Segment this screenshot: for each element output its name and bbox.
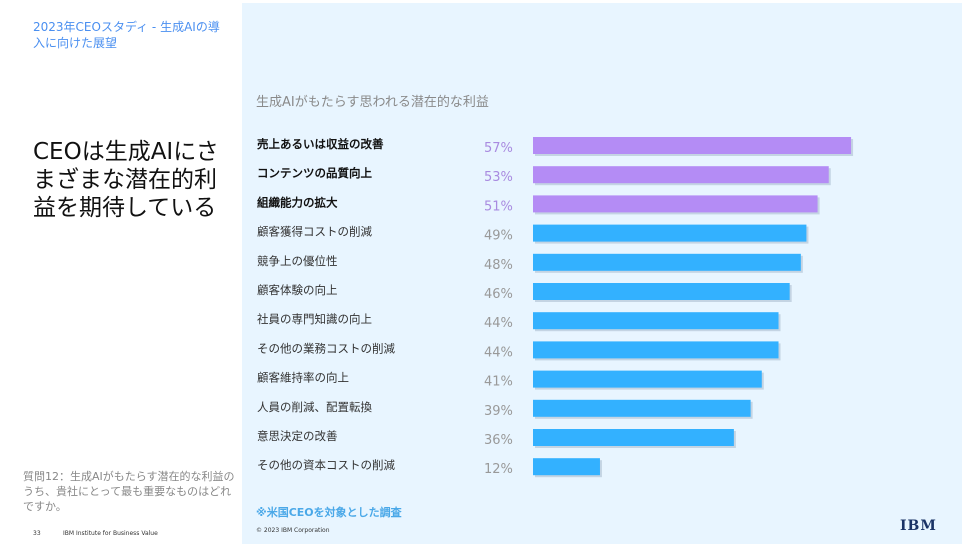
bar [533, 166, 829, 184]
value-label: 53% [484, 170, 513, 185]
value-label: 12% [484, 462, 513, 477]
survey-question: 質問12：生成AIがもたらす潜在的な利益のうち、貴社にとって最も重要なものはどれ… [23, 470, 235, 513]
copyright: © 2023 IBM Corporation [256, 527, 330, 534]
value-label: 48% [484, 258, 513, 273]
bar [533, 458, 600, 476]
category-label: 売上あるいは収益の改善 [257, 137, 384, 151]
value-label: 39% [484, 404, 513, 419]
survey-note: ※米国CEOを対象とした調査 [256, 506, 402, 519]
bar [533, 283, 790, 300]
value-label: 44% [484, 316, 513, 331]
publisher: IBM Institute for Business Value [63, 530, 158, 537]
category-label: 人員の削減、配置転換 [257, 400, 372, 414]
category-label: 社員の専門知識の向上 [257, 312, 372, 326]
chart-title: 生成AIがもたらす思われる潜在的な利益 [256, 95, 489, 110]
chart-panel [242, 3, 962, 544]
bar [533, 341, 779, 359]
category-label: 顧客維持率の向上 [257, 371, 349, 385]
ibm-logo: IBM [900, 518, 937, 534]
category-label: その他の資本コストの削減 [257, 458, 395, 472]
category-label: コンテンツの品質向上 [257, 166, 372, 180]
category-label: 顧客獲得コストの削減 [257, 225, 372, 239]
value-label: 57% [484, 141, 513, 156]
category-label: 意思決定の改善 [257, 429, 338, 443]
left-panel: 2023年CEOスタディ - 生成AIの導入に向けた展望 CEOは生成AIにさま… [3, 3, 242, 544]
category-label: 顧客体験の向上 [257, 283, 338, 297]
bar [533, 399, 751, 417]
bar [533, 137, 852, 154]
value-label: 51% [484, 199, 513, 214]
value-label: 49% [484, 229, 513, 244]
category-label: 競争上の優位性 [257, 254, 338, 268]
value-label: 41% [484, 375, 513, 390]
bar [533, 370, 762, 388]
study-title: 2023年CEOスタディ - 生成AIの導入に向けた展望 [33, 20, 220, 50]
slide: 2023年CEOスタディ - 生成AIの導入に向けた展望 CEOは生成AIにさま… [3, 3, 962, 544]
bar [533, 195, 818, 213]
category-label: その他の業務コストの削減 [257, 341, 395, 355]
category-label: 組織能力の拡大 [257, 195, 338, 209]
value-label: 44% [484, 345, 513, 360]
headline: CEOは生成AIにさまざまな潜在的利益を期待している [33, 139, 219, 221]
bar [533, 312, 779, 330]
bar [533, 429, 734, 446]
bar [533, 253, 801, 271]
page-number: 33 [33, 530, 41, 537]
value-label: 36% [484, 433, 513, 448]
bar [533, 224, 807, 242]
value-label: 46% [484, 287, 513, 302]
